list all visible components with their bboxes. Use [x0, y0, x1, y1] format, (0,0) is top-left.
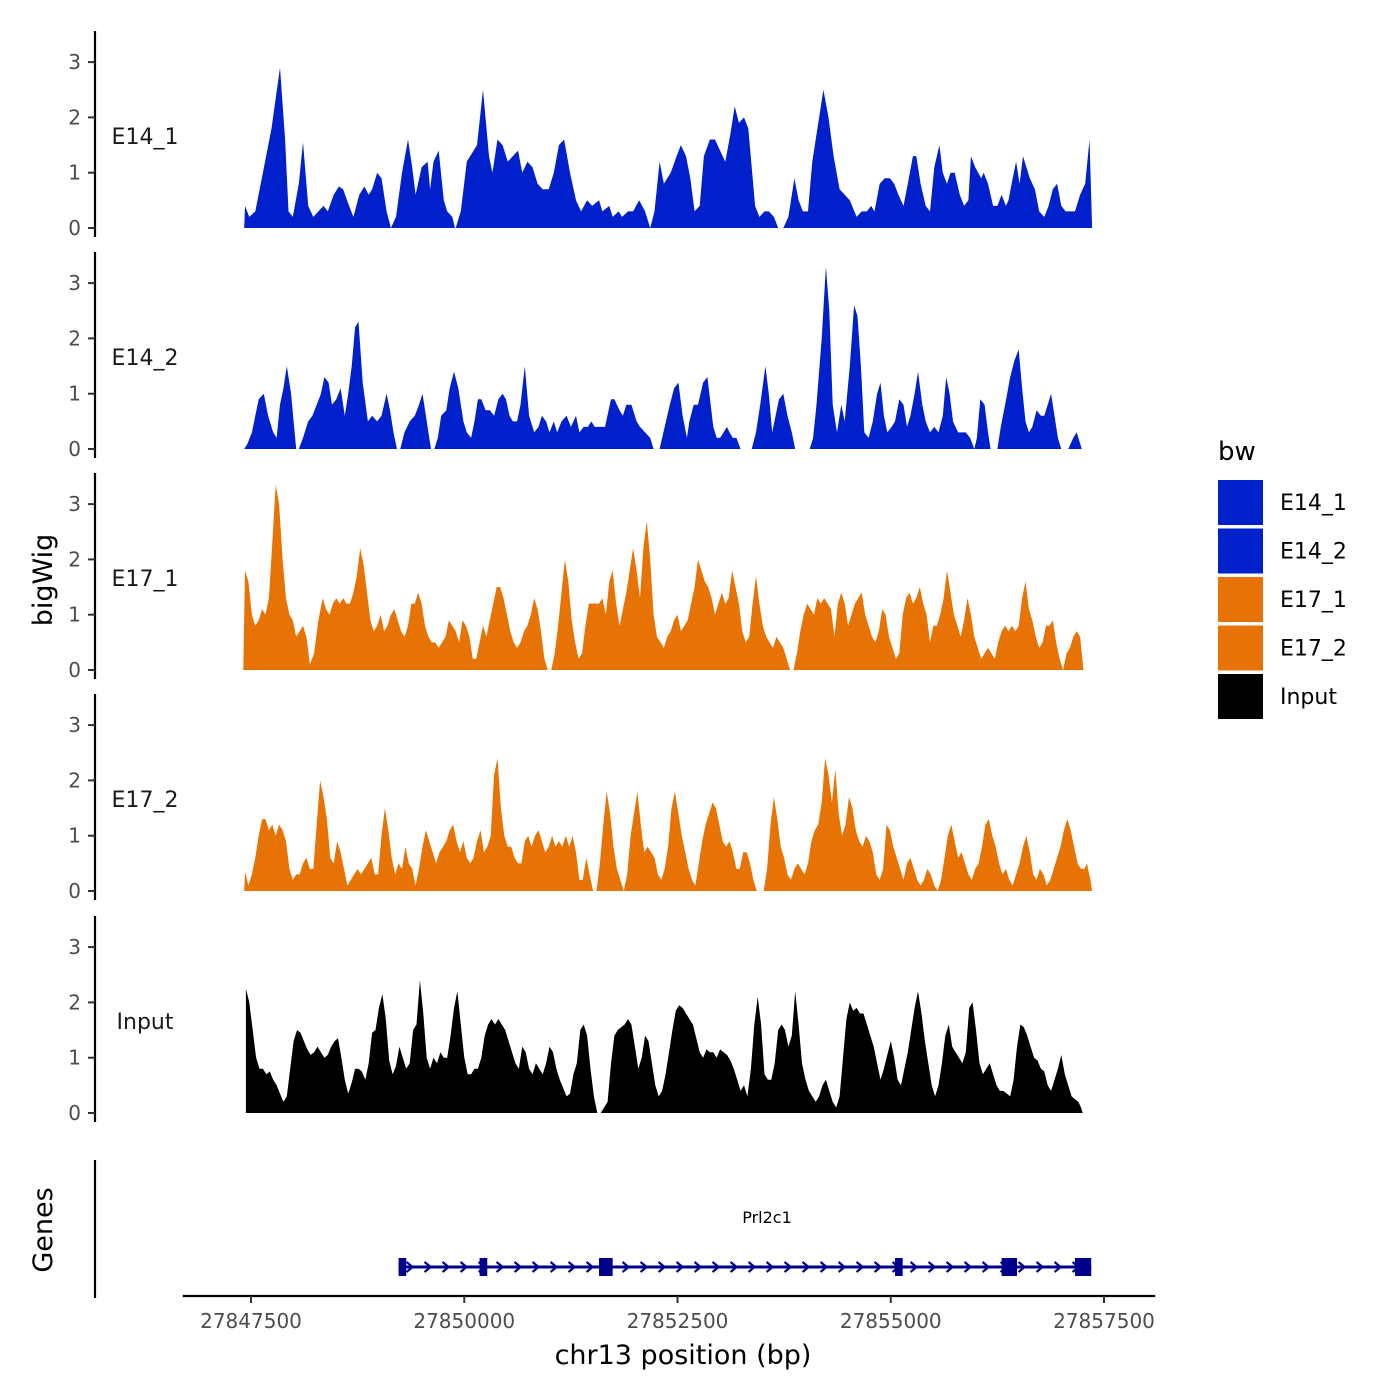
strand-chevron [927, 1261, 937, 1273]
exon-block [398, 1258, 407, 1276]
y-tick-label: 2 [68, 768, 81, 792]
strand-chevron [441, 1261, 451, 1273]
exon-block [895, 1258, 903, 1276]
y-tick-label: 2 [68, 326, 81, 350]
track-e17-2: 0 1 2 3 E17_2 [68, 694, 1093, 903]
legend: bw E14_1 E14_2 E17_1 E17_2 Input [1218, 437, 1347, 719]
y-tick-label: 1 [68, 161, 81, 185]
y-tick-label: 0 [68, 216, 81, 240]
strand-chevron [801, 1261, 811, 1273]
track-label: E14_2 [112, 346, 179, 371]
gene-name-label: Prl2c1 [742, 1208, 792, 1227]
strand-chevron [783, 1261, 793, 1273]
strand-chevron [567, 1261, 577, 1273]
strand-chevron [513, 1261, 523, 1273]
strand-chevron [1017, 1261, 1027, 1273]
signal-area-e14-2 [244, 266, 1082, 449]
x-tick-label: 27852500 [627, 1309, 729, 1333]
exon-block [599, 1258, 613, 1276]
track-e17-1: 0 1 2 3 E17_1 [68, 473, 1084, 682]
strand-chevron [639, 1261, 649, 1273]
strand-chevron [693, 1261, 703, 1273]
exon-block [1074, 1258, 1092, 1276]
strand-chevron [729, 1261, 739, 1273]
strand-chevron [1035, 1261, 1045, 1273]
signal-area-e14-1 [244, 67, 1093, 228]
track-label: Input [117, 1010, 174, 1035]
y-tick-label: 1 [68, 824, 81, 848]
x-axis: 27847500 27850000 27852500 27855000 27857500 [182, 1294, 1156, 1333]
y-tick-label: 3 [68, 935, 81, 959]
strand-chevron [909, 1261, 919, 1273]
legend-label: E14_1 [1280, 491, 1347, 516]
y-tick-label: 3 [68, 271, 81, 295]
legend-label: E17_1 [1280, 588, 1347, 613]
exon-block [1001, 1258, 1017, 1276]
strand-chevron [873, 1261, 883, 1273]
legend-label: Input [1280, 685, 1337, 710]
y-tick-label: 0 [68, 658, 81, 682]
strand-chevron [621, 1261, 631, 1273]
strand-chevron [747, 1261, 757, 1273]
strand-chevron [495, 1261, 505, 1273]
legend-label: E14_2 [1280, 540, 1347, 565]
y-axis-title: bigWig [28, 534, 59, 627]
track-label: E14_1 [112, 125, 179, 150]
legend-key-e14-1 [1218, 480, 1263, 525]
x-tick-label: 27847500 [200, 1309, 302, 1333]
track-label: E17_1 [112, 567, 179, 592]
y-tick-label: 2 [68, 990, 81, 1014]
signal-area-e17-2 [244, 758, 1093, 891]
strand-chevron [945, 1261, 955, 1273]
legend-key-e17-2 [1218, 625, 1263, 671]
signal-area-e17-1 [243, 484, 1084, 670]
y-tick-label: 1 [68, 1046, 81, 1070]
y-tick-label: 0 [68, 437, 81, 461]
strand-chevron [981, 1261, 991, 1273]
track-input: 0 1 2 3 Input [68, 916, 1083, 1125]
strand-chevron [837, 1261, 847, 1273]
track-label: E17_2 [112, 788, 179, 813]
strand-chevron [675, 1261, 685, 1273]
strand-chevron [531, 1261, 541, 1273]
strand-chevron [819, 1261, 829, 1273]
y-tick-label: 1 [68, 382, 81, 406]
y-tick-label: 3 [68, 492, 81, 516]
track-e14-2: 0 1 2 3 E14_2 [68, 252, 1082, 461]
x-tick-label: 27850000 [413, 1309, 515, 1333]
exon-block [479, 1258, 488, 1276]
strand-chevron [423, 1261, 433, 1273]
strand-chevron [459, 1261, 469, 1273]
legend-key-e14-2 [1218, 528, 1263, 574]
y-tick-label: 3 [68, 50, 81, 74]
signal-area-input [245, 980, 1083, 1113]
legend-key-e17-1 [1218, 577, 1263, 622]
x-tick-label: 27855000 [840, 1309, 942, 1333]
strand-chevron [711, 1261, 721, 1273]
legend-label: E17_2 [1280, 637, 1347, 662]
track-panels: 0 1 2 3 E14_1 0 1 2 3 E14_2 0 1 2 3 E17_1 0 1 2 3 E17_2 0 1 2 3… [68, 31, 1093, 1125]
y-tick-label: 0 [68, 1101, 81, 1125]
strand-chevron [585, 1261, 595, 1273]
track-e14-1: 0 1 2 3 E14_1 [68, 31, 1093, 240]
strand-chevron [765, 1261, 775, 1273]
x-axis-title: chr13 position (bp) [555, 1340, 812, 1371]
strand-chevron [963, 1261, 973, 1273]
y-tick-label: 1 [68, 603, 81, 627]
y-tick-label: 3 [68, 713, 81, 737]
strand-chevron [657, 1261, 667, 1273]
strand-chevron [405, 1261, 415, 1273]
gene-track: Genes Prl2c1 [28, 1160, 1092, 1298]
x-tick-label: 27857500 [1053, 1309, 1155, 1333]
legend-key-input [1218, 674, 1263, 719]
strand-chevron [549, 1261, 559, 1273]
y-tick-label: 2 [68, 547, 81, 571]
strand-chevron [1053, 1261, 1063, 1273]
legend-title: bw [1218, 437, 1256, 467]
strand-chevron [855, 1261, 865, 1273]
y-tick-label: 0 [68, 879, 81, 903]
gene-track-title: Genes [28, 1187, 59, 1272]
y-tick-label: 2 [68, 105, 81, 129]
